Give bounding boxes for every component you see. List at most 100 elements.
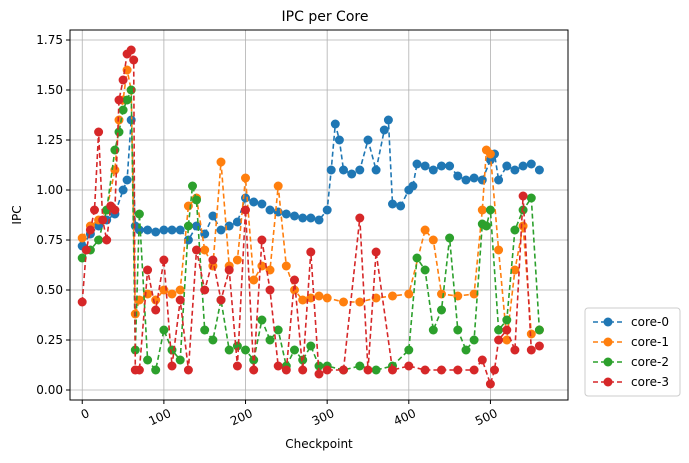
data-point xyxy=(118,105,128,115)
y-tick-label: 0.00 xyxy=(36,383,63,397)
data-point xyxy=(200,285,210,295)
data-point xyxy=(281,365,291,375)
data-point xyxy=(408,181,418,191)
data-point xyxy=(347,169,357,179)
data-point xyxy=(420,265,430,275)
data-point xyxy=(281,209,291,219)
data-point xyxy=(534,341,544,351)
data-point xyxy=(241,193,250,203)
data-point xyxy=(445,161,455,171)
data-point xyxy=(143,225,153,235)
data-point xyxy=(175,285,185,295)
data-point xyxy=(477,355,487,365)
data-point xyxy=(388,291,397,301)
data-point xyxy=(265,335,275,345)
data-point xyxy=(477,175,487,185)
data-point xyxy=(110,145,120,155)
data-point xyxy=(167,289,177,299)
data-point xyxy=(298,213,308,223)
data-point xyxy=(298,365,308,375)
data-point xyxy=(216,157,226,167)
data-point xyxy=(290,275,299,285)
data-point xyxy=(249,197,259,207)
data-point xyxy=(98,215,108,225)
data-point xyxy=(339,365,348,375)
data-point xyxy=(94,235,104,245)
legend-item-core-2: core-2 xyxy=(593,355,669,369)
data-point xyxy=(85,225,95,235)
legend-swatch-marker xyxy=(603,357,613,367)
data-point xyxy=(167,361,177,371)
data-point xyxy=(330,119,340,129)
data-point xyxy=(469,365,479,375)
legend-item-core-1: core-1 xyxy=(593,335,669,349)
data-point xyxy=(216,295,226,305)
data-point xyxy=(306,341,316,351)
data-point xyxy=(151,295,161,305)
data-point xyxy=(241,345,250,355)
data-point xyxy=(224,345,234,355)
data-point xyxy=(102,235,112,245)
data-point xyxy=(469,289,479,299)
data-point xyxy=(334,135,344,145)
data-point xyxy=(306,213,316,223)
data-point xyxy=(298,355,308,365)
data-point xyxy=(192,245,201,255)
data-point xyxy=(355,213,365,223)
data-point xyxy=(188,181,197,191)
data-point xyxy=(371,165,381,175)
data-point xyxy=(322,365,332,375)
data-point xyxy=(534,165,544,175)
data-point xyxy=(404,361,414,371)
data-point xyxy=(314,369,324,379)
data-point xyxy=(77,297,87,307)
data-point xyxy=(208,335,218,345)
data-point xyxy=(518,191,528,201)
legend-label: core-3 xyxy=(631,375,669,389)
data-point xyxy=(90,205,99,215)
data-point xyxy=(257,315,267,325)
data-point xyxy=(388,365,397,375)
x-axis-label: Checkpoint xyxy=(285,437,353,451)
data-point xyxy=(355,297,365,307)
data-point xyxy=(151,227,161,237)
y-tick-label: 0.50 xyxy=(36,283,63,297)
data-point xyxy=(273,181,283,191)
data-point xyxy=(273,361,283,371)
data-point xyxy=(241,173,250,183)
legend: core-0 core-1 core-2 core-3 xyxy=(584,307,681,397)
data-point xyxy=(420,365,430,375)
data-point xyxy=(437,161,446,171)
data-point xyxy=(314,361,324,371)
y-tick-label: 1.50 xyxy=(36,83,63,97)
data-point xyxy=(77,233,87,243)
data-point xyxy=(469,335,479,345)
series-core-2 xyxy=(77,85,544,375)
data-point xyxy=(151,305,161,315)
data-point xyxy=(510,165,520,175)
data-point xyxy=(192,195,201,205)
legend-label: core-1 xyxy=(631,335,669,349)
data-point xyxy=(134,209,144,219)
series-core-3 xyxy=(77,45,544,389)
y-tick-label: 1.75 xyxy=(36,33,63,47)
data-point xyxy=(114,127,124,137)
data-point xyxy=(94,127,104,137)
data-point xyxy=(502,161,512,171)
data-point xyxy=(224,265,234,275)
data-point xyxy=(122,95,132,105)
data-point xyxy=(130,345,140,355)
data-point xyxy=(526,345,536,355)
data-point xyxy=(490,365,499,375)
data-point xyxy=(122,175,132,185)
data-point xyxy=(437,365,446,375)
data-point xyxy=(526,329,536,339)
data-point xyxy=(481,221,491,231)
legend-item-core-3: core-3 xyxy=(593,375,669,389)
data-point xyxy=(383,115,393,125)
data-point xyxy=(526,159,536,169)
data-point xyxy=(183,201,193,211)
data-point xyxy=(298,295,308,305)
data-point xyxy=(469,173,479,183)
